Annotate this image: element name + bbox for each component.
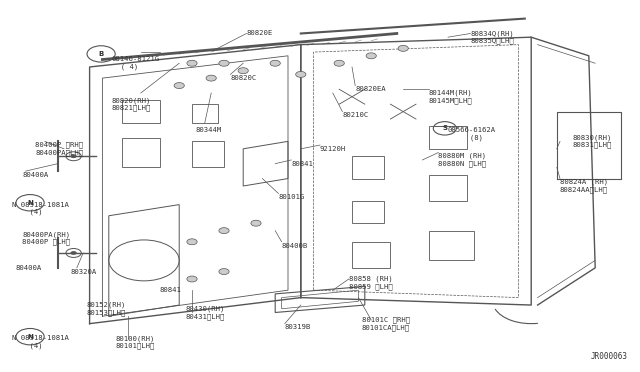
Text: N 08918-1081A
    (4): N 08918-1081A (4) (12, 202, 68, 215)
Text: 92120H: 92120H (320, 146, 346, 152)
Text: 80319B: 80319B (285, 324, 311, 330)
Circle shape (238, 68, 248, 74)
Text: 80820C: 80820C (230, 75, 257, 81)
Circle shape (187, 60, 197, 66)
Text: N: N (27, 334, 33, 340)
Circle shape (187, 276, 197, 282)
Text: 80144M(RH)
80145M〈LH〉: 80144M(RH) 80145M〈LH〉 (429, 90, 472, 104)
Circle shape (366, 53, 376, 59)
Text: 08566-6162A
     (8): 08566-6162A (8) (448, 127, 496, 141)
Circle shape (187, 239, 197, 245)
Text: 80820(RH)
80821〈LH〉: 80820(RH) 80821〈LH〉 (112, 97, 152, 111)
Text: 80880M (RH)
80880N 〈LH〉: 80880M (RH) 80880N 〈LH〉 (438, 153, 486, 167)
Text: N: N (27, 200, 33, 206)
Text: 80830(RH)
80831〈LH〉: 80830(RH) 80831〈LH〉 (573, 134, 612, 148)
Circle shape (70, 154, 77, 158)
Circle shape (398, 45, 408, 51)
Text: 80100(RH)
80101〈LH〉: 80100(RH) 80101〈LH〉 (115, 335, 155, 349)
Text: 80430(RH)
80431〈LH〉: 80430(RH) 80431〈LH〉 (186, 305, 225, 320)
Text: 80824A (RH)
80824AA〈LH〉: 80824A (RH) 80824AA〈LH〉 (560, 179, 608, 193)
Text: 80841: 80841 (291, 161, 313, 167)
Text: JR000063: JR000063 (590, 352, 627, 361)
Text: S: S (442, 125, 447, 131)
Text: 80320A: 80320A (70, 269, 97, 275)
Text: 80858 (RH)
80859 〈LH〉: 80858 (RH) 80859 〈LH〉 (349, 276, 392, 290)
Circle shape (70, 251, 77, 255)
Text: 08146-8121G
  ( 4): 08146-8121G ( 4) (112, 57, 160, 70)
Circle shape (219, 269, 229, 275)
Text: 80834Q(RH)
80835Q〈LH〉: 80834Q(RH) 80835Q〈LH〉 (470, 30, 514, 44)
Text: 80820EA: 80820EA (355, 86, 386, 92)
Circle shape (219, 60, 229, 66)
Text: 80152(RH)
80153〈LH〉: 80152(RH) 80153〈LH〉 (86, 302, 126, 316)
Text: 80101C 〈RH〉
80101CA〈LH〉: 80101C 〈RH〉 80101CA〈LH〉 (362, 317, 410, 331)
Circle shape (174, 83, 184, 89)
Circle shape (270, 60, 280, 66)
Text: 80400PA(RH)
80400P 〈LH〉: 80400PA(RH) 80400P 〈LH〉 (22, 231, 70, 245)
Circle shape (296, 71, 306, 77)
Text: 80400A: 80400A (16, 265, 42, 271)
Text: 80400A: 80400A (22, 172, 49, 178)
Text: 80400P 〈RH〉
80400PA〈LH〉: 80400P 〈RH〉 80400PA〈LH〉 (35, 142, 83, 156)
Circle shape (206, 75, 216, 81)
Text: N 08918-1081A
    (4): N 08918-1081A (4) (12, 336, 68, 349)
Text: 80101G: 80101G (278, 194, 305, 200)
Circle shape (334, 60, 344, 66)
Text: 80820E: 80820E (246, 31, 273, 36)
Circle shape (219, 228, 229, 234)
Circle shape (251, 220, 261, 226)
Text: 80210C: 80210C (342, 112, 369, 118)
Text: 80400B: 80400B (282, 243, 308, 248)
Text: B: B (99, 51, 104, 57)
Text: 80841: 80841 (160, 287, 182, 293)
Text: 80344M: 80344M (195, 127, 221, 133)
